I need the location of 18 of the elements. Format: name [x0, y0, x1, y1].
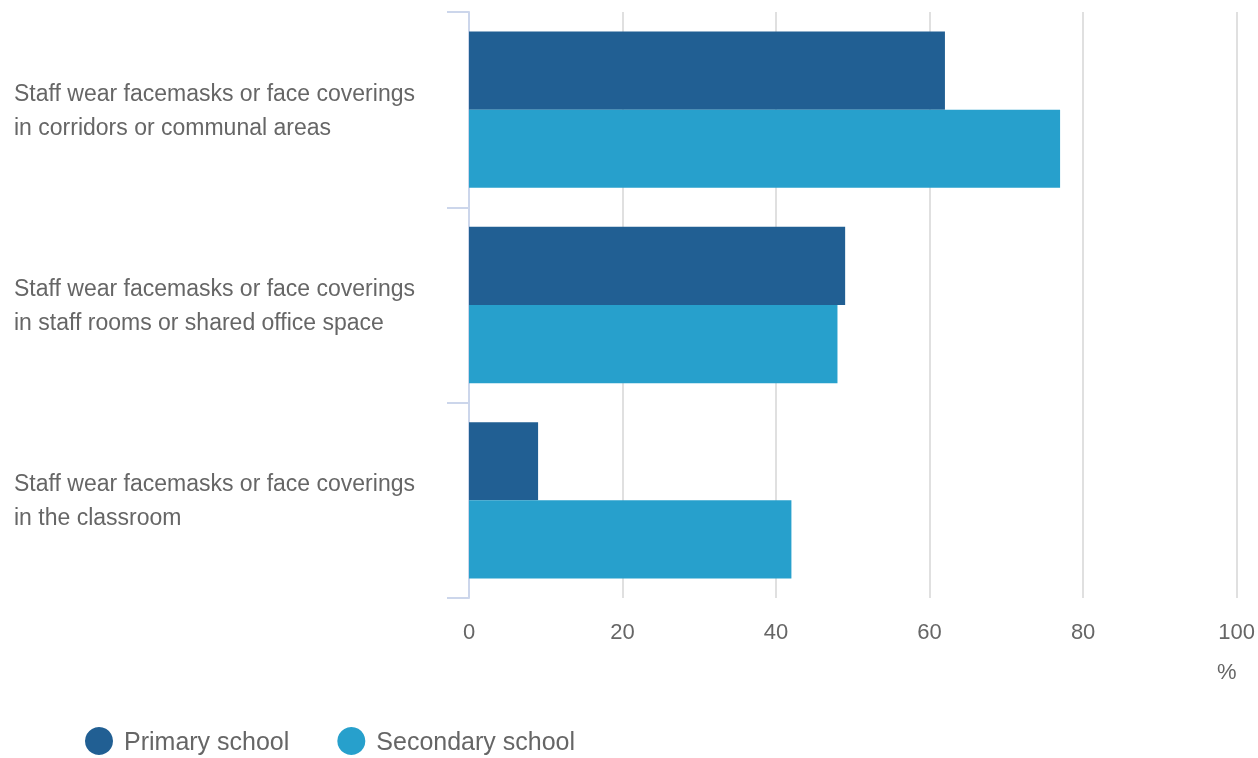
legend-label: Secondary school — [376, 727, 576, 755]
x-tick-label: 40 — [763, 618, 789, 644]
bar — [469, 305, 838, 384]
legend-label: Primary school — [124, 727, 290, 755]
y-tick-label: Staff wear facemasks or face coverings in corridors or communal areas — [14, 79, 422, 140]
x-tick-label: 100 — [1218, 618, 1256, 644]
x-tick-label: 60 — [917, 618, 942, 644]
y-tick-label: Staff wear facemasks or face coverings in the classroom — [14, 470, 422, 531]
x-axis-title: % — [1217, 658, 1237, 684]
x-tick-label: 20 — [610, 618, 635, 644]
y-tick-label: Staff wear facemasks or face coverings in staff rooms or shared office space — [14, 275, 422, 335]
bar — [469, 226, 846, 305]
bar — [469, 109, 1061, 188]
x-tick-label: 80 — [1070, 618, 1096, 644]
x-tick-label: 0 — [462, 618, 476, 644]
bar — [469, 422, 539, 501]
bar — [469, 500, 792, 579]
bar — [469, 31, 945, 110]
